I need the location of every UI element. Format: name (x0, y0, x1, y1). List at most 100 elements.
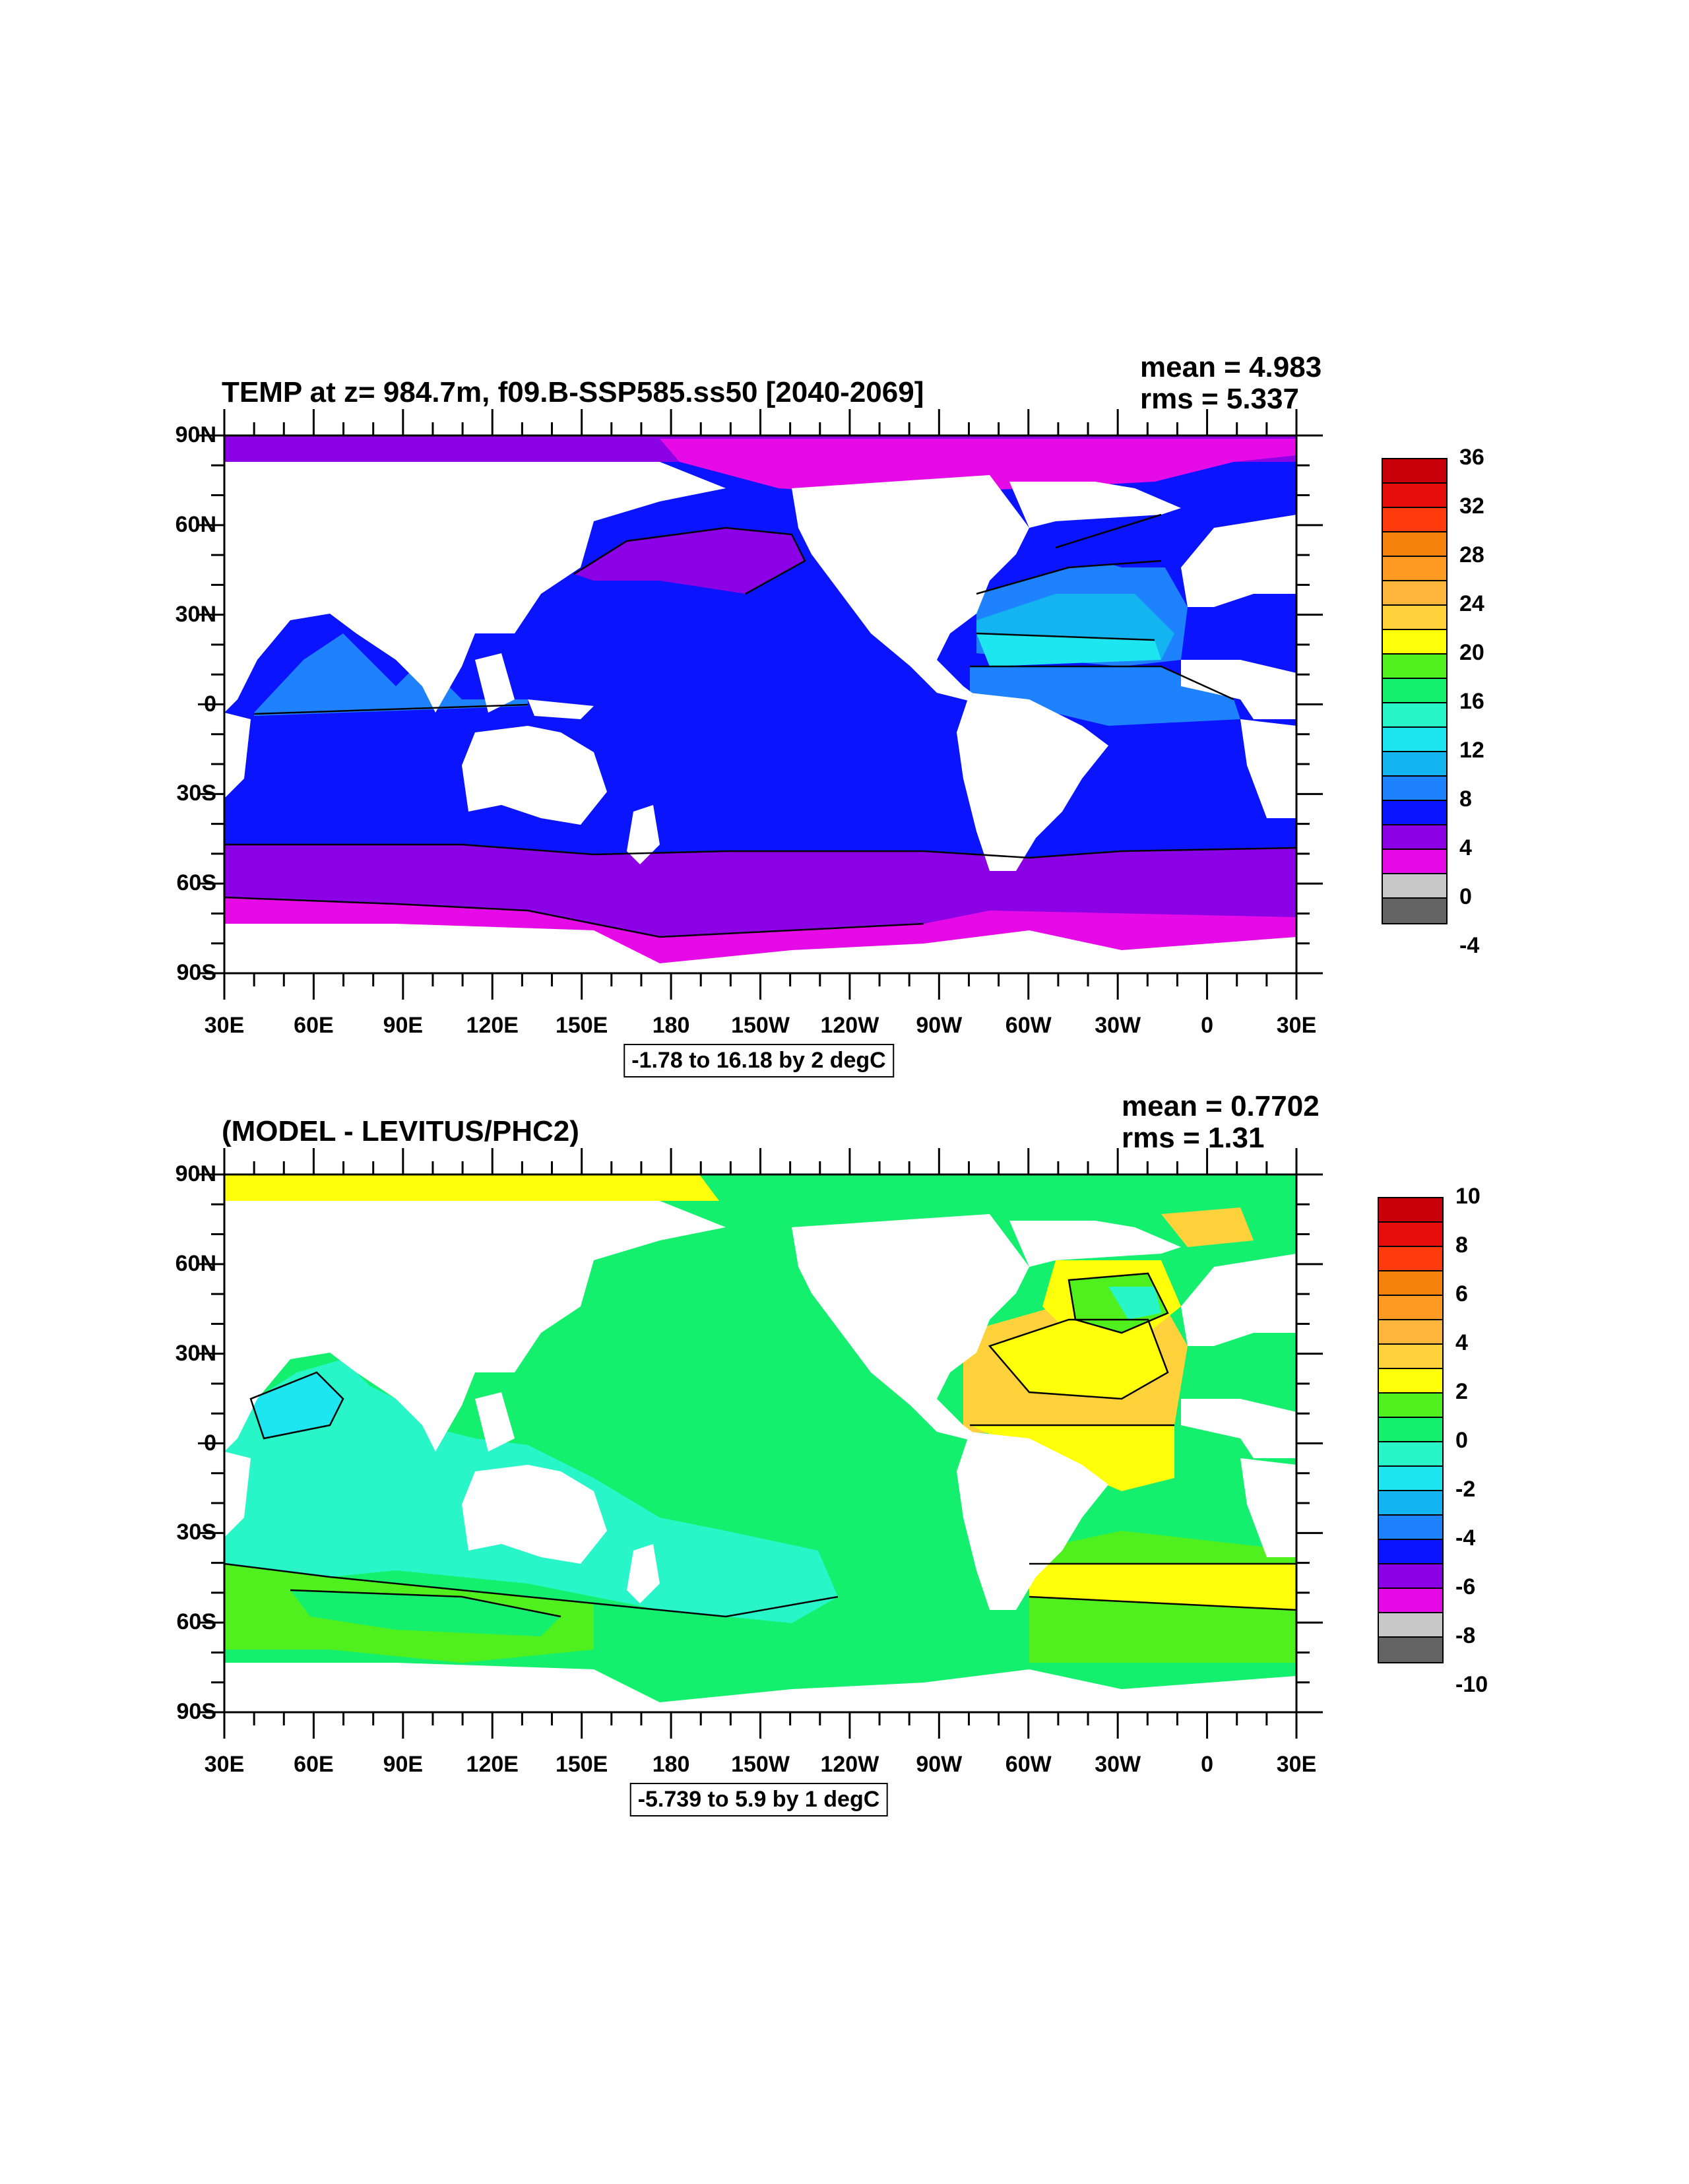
rms-value: rms = 5.337 (1140, 383, 1299, 415)
lon-label: 120E (466, 1752, 519, 1777)
difference-map (198, 1148, 1323, 1739)
colorbar-label: 20 (1459, 640, 1484, 665)
colorbar-swatch (1383, 557, 1446, 581)
colorbar-label: 6 (1455, 1281, 1468, 1306)
lat-label: 90N (175, 422, 216, 447)
lon-label: 90E (383, 1013, 424, 1038)
colorbar-swatch (1383, 630, 1446, 655)
lon-label: 150W (731, 1752, 790, 1777)
colorbar-swatch (1383, 801, 1446, 825)
colorbar-swatch (1383, 752, 1446, 777)
colorbar-label: 4 (1455, 1330, 1468, 1355)
lon-label: 90W (916, 1752, 963, 1777)
lat-label: 30N (175, 1340, 216, 1366)
lat-label: 0 (204, 691, 216, 717)
colorbar-label: -4 (1455, 1526, 1476, 1551)
lon-label: 60E (294, 1013, 334, 1038)
temp-map (198, 409, 1323, 1000)
colorbar-swatch (1383, 825, 1446, 850)
lon-label: 60W (1005, 1013, 1052, 1038)
colorbar-swatch (1379, 1442, 1442, 1467)
lon-label: 120W (820, 1752, 879, 1777)
colorbar-label: 32 (1459, 494, 1484, 519)
colorbar-swatch (1379, 1198, 1442, 1223)
colorbar-label: 36 (1459, 445, 1484, 470)
colorbar-label: 28 (1459, 542, 1484, 567)
lon-label: 180 (652, 1752, 690, 1777)
lat-label: 60S (176, 1609, 217, 1635)
colorbar-label: -2 (1455, 1477, 1476, 1502)
colorbar-label: -8 (1455, 1623, 1476, 1648)
colorbar-swatch (1379, 1320, 1442, 1345)
colorbar-label: -6 (1455, 1574, 1476, 1599)
colorbar-swatch (1383, 508, 1446, 532)
colorbar-swatch (1379, 1516, 1442, 1540)
lon-label: 30E (204, 1013, 245, 1038)
lon-label: 90W (916, 1013, 963, 1038)
colorbar-swatch (1383, 850, 1446, 874)
lat-label: 60N (175, 1250, 216, 1276)
lon-label: 60W (1005, 1752, 1052, 1777)
colorbar-label: 10 (1455, 1184, 1481, 1209)
lon-label: 150W (731, 1013, 790, 1038)
panel-title: TEMP at z= 984.7m, f09.B-SSP585.ss50 [20… (222, 376, 924, 408)
lon-label: 180 (652, 1013, 690, 1038)
mean-value: mean = 4.983 (1140, 351, 1322, 383)
colorbar-swatch (1383, 606, 1446, 630)
colorbar-swatch (1379, 1638, 1442, 1662)
colorbar-swatch (1379, 1491, 1442, 1516)
colorbar-label: 8 (1459, 787, 1472, 812)
colorbar-swatch (1383, 484, 1446, 508)
colorbar-swatch (1379, 1589, 1442, 1613)
colorbar-label: 16 (1459, 689, 1484, 714)
lat-label: 60S (176, 870, 217, 896)
colorbar-swatch (1379, 1296, 1442, 1320)
colorbar-label: -4 (1459, 933, 1480, 958)
lon-label: 120E (466, 1013, 519, 1038)
lat-label: 30S (176, 1520, 217, 1545)
colorbar-swatch (1383, 459, 1446, 484)
colorbar-swatch (1383, 532, 1446, 557)
lon-label: 60E (294, 1752, 334, 1777)
colorbar-label: -10 (1455, 1672, 1488, 1697)
lon-label: 90E (383, 1752, 424, 1777)
colorbar-swatch (1379, 1467, 1442, 1491)
colorbar-swatch (1379, 1564, 1442, 1589)
colorbar-label: 4 (1459, 835, 1472, 860)
colorbar-swatch (1383, 728, 1446, 752)
colorbar-swatch (1379, 1540, 1442, 1564)
colorbar-swatch (1379, 1369, 1442, 1394)
colorbar (1378, 1197, 1444, 1663)
lon-label: 0 (1201, 1752, 1214, 1777)
lon-label: 30W (1095, 1013, 1141, 1038)
colorbar-label: 8 (1455, 1233, 1468, 1258)
contour-info: -1.78 to 16.18 by 2 degC (623, 1044, 894, 1077)
lon-label: 120W (820, 1013, 879, 1038)
lat-label: 30N (175, 601, 216, 627)
mean-value: mean = 0.7702 (1122, 1090, 1320, 1122)
colorbar-swatch (1383, 777, 1446, 801)
colorbar-swatch (1383, 581, 1446, 606)
colorbar-swatch (1383, 655, 1446, 679)
colorbar-swatch (1379, 1247, 1442, 1271)
lat-label: 0 (204, 1430, 216, 1456)
lon-label: 30W (1095, 1752, 1141, 1777)
lon-label: 30E (1276, 1013, 1317, 1038)
lat-label: 90S (176, 1699, 217, 1724)
colorbar-label: 2 (1455, 1379, 1468, 1404)
colorbar-label: 0 (1459, 884, 1472, 909)
colorbar-swatch (1379, 1223, 1442, 1247)
lon-label: 150E (555, 1013, 608, 1038)
colorbar (1382, 458, 1448, 924)
lat-label: 90S (176, 960, 217, 985)
lat-label: 90N (175, 1161, 216, 1186)
colorbar-swatch (1383, 874, 1446, 899)
lon-label: 0 (1201, 1013, 1214, 1038)
temp-map-panel: TEMP at z= 984.7m, f09.B-SSP585.ss50 [20… (0, 0, 1689, 1077)
colorbar-label: 12 (1459, 738, 1484, 763)
lat-label: 60N (175, 511, 216, 537)
lon-label: 30E (1276, 1752, 1317, 1777)
difference-map-panel: (MODEL - LEVITUS/PHC2) mean = 0.7702 rms… (0, 739, 1689, 1816)
colorbar-swatch (1383, 899, 1446, 923)
colorbar-label: 0 (1455, 1428, 1468, 1453)
